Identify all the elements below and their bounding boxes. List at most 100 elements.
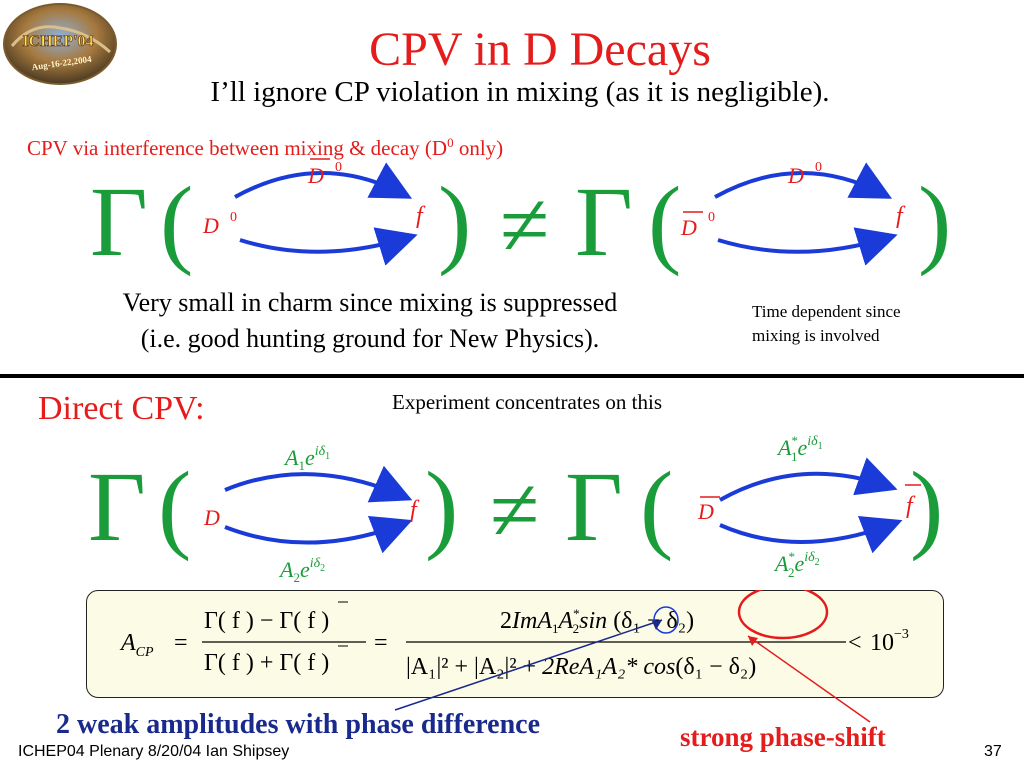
fbar-label-right-2: f	[906, 493, 916, 519]
amp1-arrow-left	[224, 465, 413, 503]
d0-sup-right: 0	[815, 160, 822, 175]
slide-title: CPV in D Decays	[369, 23, 711, 76]
frac2-num-sin: sin	[579, 608, 607, 634]
dbar0-sup-right: 0	[708, 210, 715, 225]
amp1-e-right: e	[797, 435, 807, 460]
frac1-den: Γ( f ) + Γ( f )	[204, 650, 329, 676]
d-label-left-2: D	[203, 505, 220, 530]
section-divider	[0, 374, 1024, 378]
frac2-num-a2-sub: 2	[573, 621, 580, 636]
weak-arrow	[394, 619, 663, 711]
f-label-left-2: f	[410, 497, 420, 523]
d0-label-left: D	[202, 213, 219, 238]
amp2-A-right: A	[773, 551, 789, 576]
gamma-left-2: Γ	[88, 451, 146, 562]
bound-exp: −3	[894, 627, 909, 642]
amp1-sub-left: 1	[298, 458, 305, 473]
frac2-num: 2ImA1A* 2sin (δ₁ − δ₂)	[500, 606, 694, 636]
amp2-A-left: A	[278, 557, 294, 582]
frac2-den-delta: (δ₁ − δ₂)	[675, 654, 756, 680]
side-note-line1: Time dependent since	[752, 302, 901, 321]
rparen-right-2: )	[910, 451, 943, 562]
amp1-phase-right: iδ	[807, 434, 818, 449]
frac2-num-a1: A	[535, 608, 552, 634]
amp1-arrow-right	[719, 457, 898, 502]
strong-phase-note: strong phase-shift	[680, 722, 886, 752]
amp2-sub-right: 2	[788, 565, 795, 580]
amp2-e-left: e	[300, 557, 310, 582]
weak-phase-circle	[653, 606, 679, 634]
lt-symbol: <	[848, 630, 862, 656]
section1-heading-text: CPV via interference between mixing & de…	[27, 136, 448, 160]
gamma-left: Γ	[90, 166, 148, 277]
rparen-right: )	[918, 166, 951, 277]
section2-heading: Direct CPV:	[38, 390, 205, 427]
gamma-right-2: Γ	[565, 451, 623, 562]
dbar0-label-left: D	[307, 163, 324, 188]
decay-arrow-bottom-left	[239, 227, 418, 266]
amp1-phase-sub-left: 1	[325, 451, 330, 462]
dbar0-label-right: D	[680, 215, 697, 240]
lparen-right: (	[648, 166, 681, 277]
bound: 10−3	[870, 627, 909, 656]
neq-symbol: ≠	[500, 176, 549, 275]
section1-side-note: Time dependent since mixing is involved	[752, 300, 901, 348]
amp1-label-left: A1eiδ1	[283, 444, 330, 473]
page-number: 37	[984, 743, 1002, 760]
amp2-e-right: e	[794, 551, 804, 576]
amp2-sup-right: *	[788, 549, 795, 564]
dbar-label-right-2: D	[697, 499, 714, 524]
amp1-sup-right: *	[791, 433, 798, 448]
section1-heading-sup: 0	[447, 135, 454, 150]
dbar0-sup-left: 0	[335, 160, 342, 175]
section1-note-line2: (i.e. good hunting ground for New Physic…	[140, 324, 600, 353]
mixing-arrow-top-left	[234, 162, 413, 199]
amp2-sub-left: 2	[293, 570, 300, 585]
frac2-den-a1a2: A₁A₂*	[577, 654, 643, 680]
amp2-phase-left: iδ	[310, 556, 321, 571]
frac2-den-cos: cos	[643, 654, 675, 680]
mixing-diagram: Γ ( D 0 D 0 f ) ≠ Γ ( D 0 D 0 f )	[90, 158, 951, 277]
frac2-num-a1-sub: 1	[552, 621, 559, 636]
frac2-num-im: Im	[511, 608, 537, 634]
strong-phase-circle	[737, 590, 829, 640]
section1-heading-end: only)	[453, 136, 504, 160]
acp-sub: CP	[136, 645, 154, 660]
amp1-A-left: A	[283, 445, 299, 470]
eq-2: =	[374, 630, 388, 656]
section1-note: Very small in charm since mixing is supp…	[20, 285, 720, 357]
amp1-phase-sub-right: 1	[818, 441, 823, 452]
amp2-arrow-right	[719, 515, 903, 554]
lparen-left: (	[160, 166, 193, 277]
frac1-num: Γ( f ) − Γ( f )	[204, 608, 329, 634]
slide-subtitle: I’ll ignore CP violation in mixing (as i…	[210, 76, 830, 108]
section2-note: Experiment concentrates on this	[392, 390, 662, 414]
neq-symbol-2: ≠	[490, 461, 539, 560]
acp-A: A	[119, 630, 136, 656]
amp1-sub-right: 1	[791, 449, 798, 464]
weak-amplitudes-note: 2 weak amplitudes with phase difference	[56, 709, 541, 740]
frac2-den: |A₁|² + |A₂|² + 2ReA₁A₂* cos(δ₁ − δ₂)	[406, 654, 756, 680]
frac2-den-abs1: |A₁|² + |A₂|² +	[406, 654, 542, 680]
frac2-num-delta: (δ₁ − δ₂)	[607, 608, 694, 634]
lparen-left-2: (	[158, 451, 191, 562]
weak-arrow-head	[652, 620, 662, 630]
amp2-arrow-left	[224, 515, 413, 554]
amp2-label-left: A2eiδ2	[278, 556, 325, 585]
lparen-right-2: (	[640, 451, 673, 562]
amp1-label-right: A* 1eiδ1	[776, 433, 823, 464]
footer-text: ICHEP04 Plenary 8/20/04 Ian Shipsey	[18, 743, 290, 760]
d0-label-right: D	[787, 163, 804, 188]
strong-arrow-head	[748, 636, 758, 646]
amp2-phase-right: iδ	[804, 550, 815, 565]
decay-arrow-bottom-right	[717, 227, 898, 266]
amp2-label-right: A* 2eiδ2	[773, 549, 820, 580]
conference-logo: ICHEP'04 Aug-16-22,2004	[2, 2, 120, 88]
d0-sup-left: 0	[230, 210, 237, 225]
amp2-phase-sub-right: 2	[815, 557, 820, 568]
acp-lhs: ACP	[119, 630, 154, 660]
eq-1: =	[174, 630, 188, 656]
amp2-phase-sub-left: 2	[320, 563, 325, 574]
frac2-num-coef: 2	[500, 608, 512, 634]
svg-text:ICHEP'04: ICHEP'04	[22, 33, 93, 50]
